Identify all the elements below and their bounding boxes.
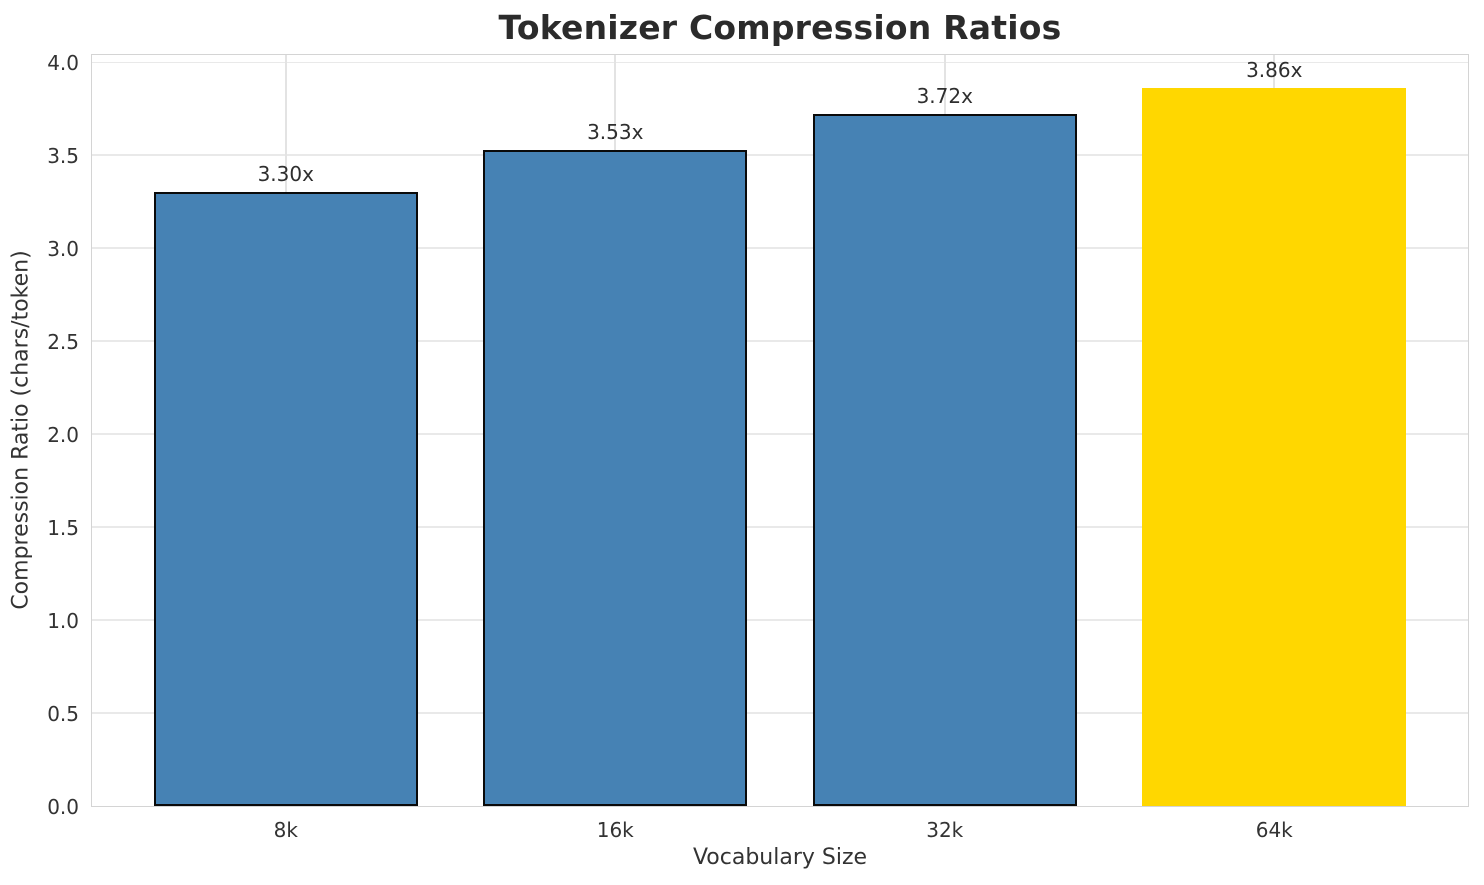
gridline-horizontal xyxy=(92,247,1468,250)
plot-area: 3.30x 8k 3.53x 16k 3.72x 32k 3.86x 64k xyxy=(91,54,1469,842)
bar-32k xyxy=(812,114,1077,806)
x-axis-label: Vocabulary Size xyxy=(692,845,868,870)
bars-row: 3.30x 8k 3.53x 16k 3.72x 32k 3.86x 64k xyxy=(92,55,1468,842)
bar-value-label-64k: 3.86x xyxy=(1246,58,1303,83)
y-tick-label-0.5: 0.5 xyxy=(47,702,79,727)
gridline-horizontal xyxy=(92,340,1468,342)
gridline-horizontal xyxy=(92,154,1468,157)
gridline-horizontal xyxy=(92,712,1468,714)
bar-value-label-8k: 3.30x xyxy=(257,162,314,187)
bar-16k xyxy=(483,149,748,806)
bar-value-label-32k: 3.72x xyxy=(916,84,973,109)
x-tick-label-64k: 64k xyxy=(1255,818,1293,842)
gridline-horizontal xyxy=(92,526,1468,528)
x-tick-label-16k: 16k xyxy=(596,818,634,842)
gridline-horizontal xyxy=(92,61,1468,64)
chart-title: Tokenizer Compression Ratios xyxy=(498,8,1062,47)
y-tick-label-1.5: 1.5 xyxy=(47,516,79,541)
y-tick-label-3.5: 3.5 xyxy=(47,144,79,169)
gridline-horizontal xyxy=(92,619,1468,621)
y-tick-label-2.0: 2.0 xyxy=(47,423,79,448)
y-tick-label-1.0: 1.0 xyxy=(47,609,79,634)
y-tick-label-0.0: 0.0 xyxy=(47,795,79,819)
y-tick-label-2.5: 2.5 xyxy=(47,330,79,355)
x-tick-label-8k: 8k xyxy=(273,818,298,842)
x-tick-label-32k: 32k xyxy=(926,818,964,842)
y-tick-label-4.0: 4.0 xyxy=(47,51,79,76)
y-tick-label-3.0: 3.0 xyxy=(47,237,79,262)
bar-slot-32k: 3.72x 32k xyxy=(780,55,1110,842)
bar-slot-16k: 3.53x 16k xyxy=(451,55,781,842)
bar-value-label-16k: 3.53x xyxy=(587,119,644,144)
bar-slot-8k: 3.30x 8k xyxy=(121,55,451,842)
bar-slot-64k: 3.86x 64k xyxy=(1110,55,1440,842)
bar-64k xyxy=(1142,88,1407,806)
bar-8k xyxy=(153,192,418,806)
gridline-horizontal xyxy=(92,433,1468,435)
